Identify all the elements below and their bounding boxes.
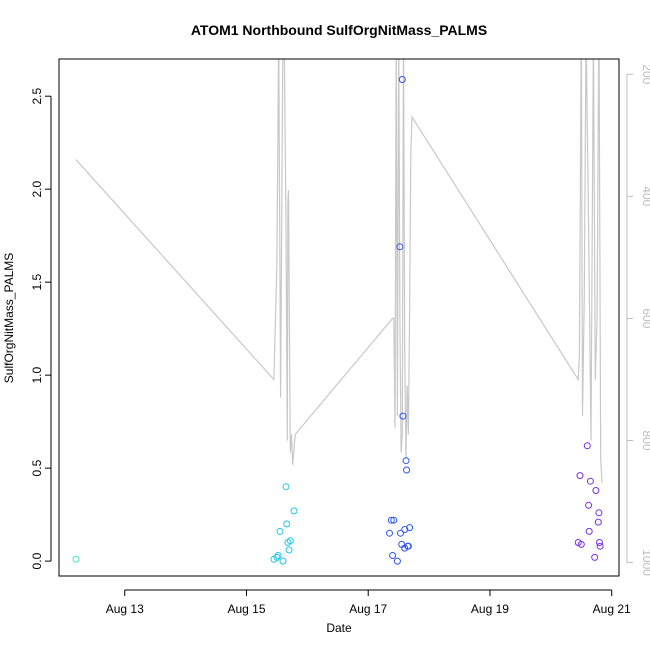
x-tick-label: Aug 15	[227, 602, 265, 616]
data-point	[404, 542, 412, 550]
y2-tick-label: 200	[640, 64, 650, 84]
plot-frame	[58, 58, 620, 577]
data-point	[286, 537, 294, 545]
data-point	[399, 412, 407, 420]
data-point	[585, 501, 593, 509]
data-point	[283, 520, 291, 528]
data-point	[403, 466, 411, 474]
data-point	[279, 557, 287, 565]
data-point	[402, 457, 410, 465]
x-tick-label: Aug 21	[593, 602, 631, 616]
data-point	[586, 477, 594, 485]
data-point	[577, 540, 585, 548]
x-tick-label: Aug 13	[106, 602, 144, 616]
data-point	[387, 516, 395, 524]
y-axis: 0.0 0.5 1.0 1.5 2.0 2.5	[30, 88, 52, 569]
y-tick-label: 0.5	[30, 459, 44, 476]
x-axis-label: Date	[326, 621, 352, 635]
data-point	[389, 552, 397, 559]
y-axis-label: SulfOrgNitMass_PALMS	[2, 253, 16, 383]
data-point	[282, 483, 290, 491]
data-point	[274, 552, 282, 559]
secondary-y-axis: 200 400 600 800 1000	[626, 64, 650, 576]
y2-tick-label: 600	[640, 308, 650, 328]
data-point	[595, 509, 603, 517]
data-point	[386, 529, 393, 537]
x-tick-label: Aug 17	[349, 602, 387, 616]
y2-tick-label: 400	[640, 186, 650, 206]
x-tick-label: Aug 19	[471, 602, 509, 616]
y-tick-label: 2.0	[30, 181, 44, 198]
data-point	[290, 507, 298, 515]
data-point	[583, 442, 591, 450]
data-point	[406, 524, 414, 532]
pressure-line	[75, 59, 603, 484]
chart-title: ATOM1 Northbound SulfOrgNitMass_PALMS	[191, 22, 487, 38]
data-point	[576, 472, 584, 480]
y2-tick-label: 1000	[640, 549, 650, 576]
y-tick-label: 1.0	[30, 367, 44, 384]
y-tick-label: 0.0	[30, 552, 44, 569]
data-point	[72, 555, 80, 563]
data-point	[396, 243, 404, 251]
data-point	[585, 527, 593, 535]
pressure-line-layer	[75, 59, 603, 484]
data-point	[596, 542, 604, 550]
y2-tick-label: 800	[640, 430, 650, 450]
data-point	[398, 76, 406, 83]
data-point	[393, 557, 401, 565]
data-point	[591, 553, 599, 561]
data-point	[594, 518, 602, 526]
y-tick-label: 2.5	[30, 88, 44, 105]
y-tick-label: 1.5	[30, 274, 44, 291]
data-point	[390, 516, 398, 524]
data-point	[285, 546, 293, 554]
data-point	[276, 527, 284, 535]
data-point	[273, 553, 281, 561]
x-axis: Aug 13 Aug 15 Aug 17 Aug 19 Aug 21	[106, 589, 631, 616]
data-point	[592, 487, 600, 494]
data-point	[397, 529, 404, 537]
data-point	[596, 539, 603, 546]
points-layer	[72, 76, 604, 565]
